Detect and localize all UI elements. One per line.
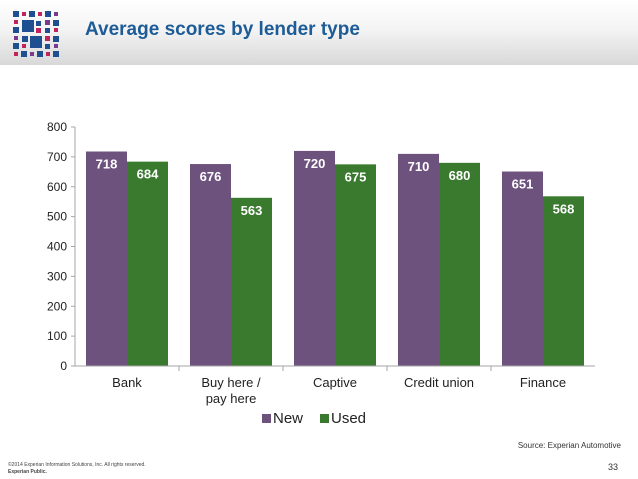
copyright-text: ©2014 Experian Information Solutions, In… (8, 462, 146, 468)
data-label: 568 (553, 201, 575, 216)
y-tick-label: 600 (47, 180, 67, 194)
bar-used-1 (127, 161, 168, 366)
bar-new-3 (294, 150, 335, 366)
data-label: 563 (241, 203, 263, 218)
bar-chart: 0 100 200 300 400 500 600 700 800 718 684 676 563 72… (47, 120, 595, 427)
data-label: 710 (408, 159, 430, 174)
y-axis: 0 100 200 300 400 500 600 700 800 (47, 120, 76, 373)
y-tick-label: 300 (47, 269, 67, 283)
bar-used-5 (543, 196, 584, 366)
bar-used-2 (231, 197, 272, 366)
y-tick-label: 800 (47, 120, 67, 134)
legend-swatch-new (262, 414, 271, 423)
source-note: Source: Experian Automotive (517, 441, 621, 450)
bar-new-1 (86, 151, 127, 366)
classification-label: Experian Public. (8, 469, 47, 475)
bars: 718 684 676 563 720 675 710 680 651 568 (86, 150, 584, 366)
legend-label-used: Used (331, 410, 366, 427)
bar-used-3 (335, 164, 376, 366)
data-label: 680 (449, 168, 471, 183)
bar-new-5 (502, 171, 543, 366)
y-tick-label: 200 (47, 299, 67, 313)
bar-new-4 (398, 153, 439, 366)
data-label: 676 (200, 169, 222, 184)
data-label: 675 (345, 169, 367, 184)
data-label: 684 (137, 167, 159, 182)
y-tick-label: 100 (47, 329, 67, 343)
x-category-label: Credit union (404, 375, 474, 390)
x-category-label: pay here (206, 391, 257, 406)
y-tick-label: 500 (47, 210, 67, 224)
data-label: 651 (512, 177, 534, 192)
slide-title: Average scores by lender type (85, 19, 360, 40)
x-category-label: Buy here / (201, 375, 261, 390)
chart-legend: New Used (262, 410, 366, 427)
y-tick-label: 700 (47, 150, 67, 164)
bar-used-4 (439, 162, 480, 366)
x-category-label: Captive (313, 375, 357, 390)
y-tick-label: 0 (60, 359, 67, 373)
data-label: 720 (304, 156, 326, 171)
x-axis: Bank Buy here /pay here Captive Credit unio… (75, 365, 595, 406)
y-tick-label: 400 (47, 240, 67, 254)
data-label: 718 (96, 156, 118, 171)
x-category-label: Finance (520, 375, 566, 390)
experian-logo-icon (13, 11, 59, 57)
legend-label-new: New (273, 410, 303, 427)
legend-swatch-used (320, 414, 329, 423)
page-number: 33 (607, 462, 618, 472)
bar-new-2 (190, 164, 231, 366)
x-category-label: Bank (112, 375, 142, 390)
slide-header: Average scores by lender type (0, 0, 638, 65)
